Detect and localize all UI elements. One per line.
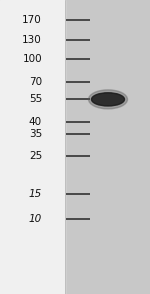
Text: 40: 40	[29, 117, 42, 127]
Text: 35: 35	[29, 129, 42, 139]
Text: 130: 130	[22, 35, 42, 45]
Text: 10: 10	[29, 214, 42, 224]
Ellipse shape	[88, 90, 128, 109]
Text: 70: 70	[29, 77, 42, 87]
Text: 25: 25	[29, 151, 42, 161]
Text: 170: 170	[22, 15, 42, 25]
Bar	[0, 0, 65, 294]
Text: 100: 100	[22, 54, 42, 64]
Text: 15: 15	[29, 189, 42, 199]
Ellipse shape	[92, 93, 124, 106]
Text: 55: 55	[29, 94, 42, 104]
